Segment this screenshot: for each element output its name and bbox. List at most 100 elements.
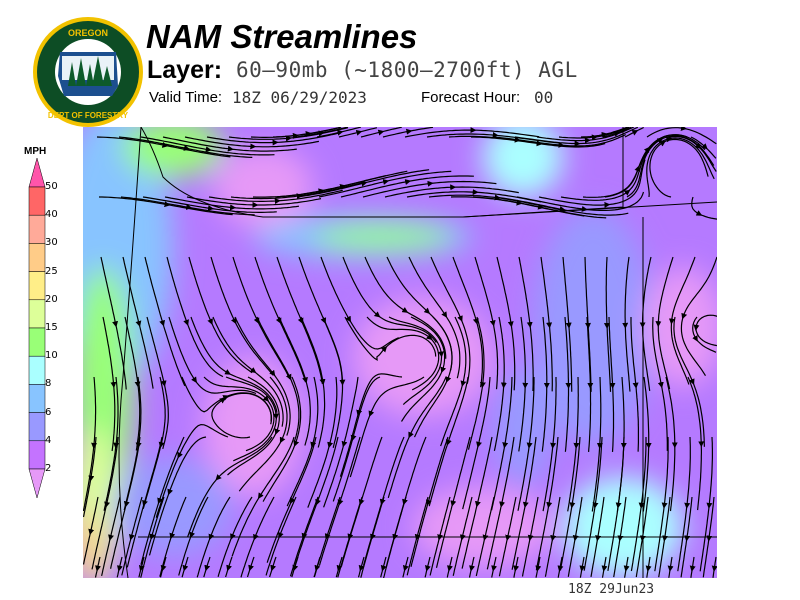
streamline (340, 179, 412, 198)
streamline (332, 438, 354, 502)
streamline (142, 196, 214, 212)
streamline (493, 385, 505, 452)
color-bar-segment-4-6 (28, 412, 46, 442)
legend-tick: 4 (45, 434, 52, 446)
legend-tick: 15 (45, 322, 58, 333)
streamline (96, 136, 169, 148)
streamline (473, 129, 540, 138)
streamline (615, 436, 625, 509)
streamline (467, 385, 484, 450)
streamline (159, 568, 164, 578)
streamline (626, 137, 664, 198)
streamline (452, 256, 479, 325)
streamline (208, 149, 275, 156)
streamline (514, 136, 581, 147)
streamline (469, 556, 475, 572)
streamline (699, 213, 717, 220)
streamline (573, 376, 580, 449)
streamline (518, 256, 533, 329)
streamline (635, 127, 644, 133)
streamline (635, 538, 643, 578)
streamline (680, 538, 688, 578)
valid-time-value: 18Z 06/29/2023 (232, 88, 367, 107)
streamline (468, 568, 472, 578)
streamline (476, 316, 486, 389)
streamline (257, 321, 291, 380)
streamline (348, 319, 399, 350)
streamline (428, 194, 501, 201)
streamline (332, 382, 344, 448)
streamline (579, 556, 586, 572)
streamline (527, 496, 539, 542)
streamline (357, 568, 362, 578)
map-timestamp: 18Z 29Jun23 (568, 582, 655, 597)
streamline (601, 556, 608, 572)
streamline (126, 503, 145, 568)
streamline (212, 316, 257, 374)
streamline (526, 377, 535, 449)
page-title: NAM Streamlines (146, 18, 418, 55)
streamline (668, 568, 671, 578)
streamline (667, 556, 674, 572)
streamline (594, 127, 630, 138)
streamline (557, 556, 564, 572)
streamline (269, 568, 273, 578)
streamline (135, 384, 141, 451)
streamline (111, 385, 116, 452)
streamline (706, 436, 713, 509)
streamline (617, 496, 627, 542)
streamline (657, 324, 671, 390)
streamline (386, 256, 431, 314)
color-bar-segment-25-30 (28, 243, 46, 272)
streamline (623, 556, 630, 572)
legend-tick: 20 (45, 293, 58, 305)
streamline (387, 435, 411, 499)
streamline (181, 568, 186, 578)
streamline (266, 501, 292, 563)
streamline (253, 140, 320, 148)
streamline (540, 206, 607, 219)
streamline (140, 136, 212, 153)
streamline (189, 496, 209, 539)
streamline (498, 316, 507, 389)
streamline (142, 436, 163, 507)
streamline (499, 436, 515, 508)
streamline (496, 256, 514, 328)
streamline (617, 127, 632, 134)
legend-tick: 8 (45, 378, 52, 390)
streamline (646, 568, 649, 578)
streamline (91, 504, 107, 570)
streamline (186, 196, 259, 208)
streamline (140, 501, 160, 565)
streamline (692, 381, 705, 447)
streamline (669, 445, 676, 512)
streamline (336, 556, 343, 572)
streamline (406, 189, 479, 198)
streamline (262, 443, 296, 502)
streamline (643, 376, 652, 449)
streamline (642, 445, 650, 512)
streamline (160, 556, 167, 572)
color-bar-segment-40-50 (28, 186, 46, 216)
streamline (695, 338, 717, 353)
streamline (182, 556, 189, 572)
streamline (210, 207, 277, 213)
streamline (596, 376, 603, 449)
streamline (460, 318, 471, 384)
streamline (335, 568, 340, 578)
streamline (538, 196, 611, 208)
streamline (655, 256, 674, 328)
streamline (342, 256, 381, 318)
streamline (138, 323, 154, 389)
legend-tick: 25 (45, 265, 58, 277)
streamline (83, 478, 92, 518)
streamline (428, 442, 449, 507)
streamline (362, 502, 383, 566)
streamline (388, 316, 444, 358)
streamline (270, 556, 277, 572)
streamline (323, 444, 345, 508)
streamline (234, 321, 274, 376)
streamline (257, 436, 295, 500)
legend-tick: 40 (45, 209, 58, 221)
streamline (108, 496, 121, 541)
